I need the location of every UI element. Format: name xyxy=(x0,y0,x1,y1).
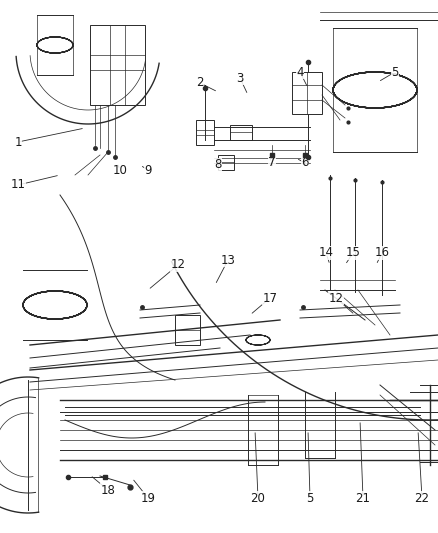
Text: 9: 9 xyxy=(144,164,152,176)
Text: 15: 15 xyxy=(346,246,360,260)
Text: 12: 12 xyxy=(328,292,343,304)
Text: 11: 11 xyxy=(11,179,25,191)
Text: 22: 22 xyxy=(414,491,430,505)
Bar xyxy=(230,125,252,140)
Text: 6: 6 xyxy=(301,157,309,169)
Text: 17: 17 xyxy=(262,292,278,304)
Text: 7: 7 xyxy=(268,157,276,169)
Text: 14: 14 xyxy=(318,246,333,260)
Text: 18: 18 xyxy=(101,483,116,497)
Text: 8: 8 xyxy=(214,158,222,172)
Text: 10: 10 xyxy=(113,164,127,176)
Text: 3: 3 xyxy=(237,71,244,85)
Bar xyxy=(90,25,145,105)
Text: 2: 2 xyxy=(196,77,204,90)
Text: 20: 20 xyxy=(251,491,265,505)
Text: 5: 5 xyxy=(391,66,399,78)
Text: 16: 16 xyxy=(374,246,389,260)
Text: 4: 4 xyxy=(296,66,304,78)
Text: 5: 5 xyxy=(306,491,314,505)
Text: 12: 12 xyxy=(170,259,186,271)
Text: 1: 1 xyxy=(14,135,22,149)
Bar xyxy=(292,72,322,114)
Text: 21: 21 xyxy=(356,491,371,505)
Bar xyxy=(218,155,234,170)
Bar xyxy=(196,120,214,145)
Text: 13: 13 xyxy=(221,254,236,266)
Text: 19: 19 xyxy=(141,491,155,505)
Bar xyxy=(175,315,200,345)
